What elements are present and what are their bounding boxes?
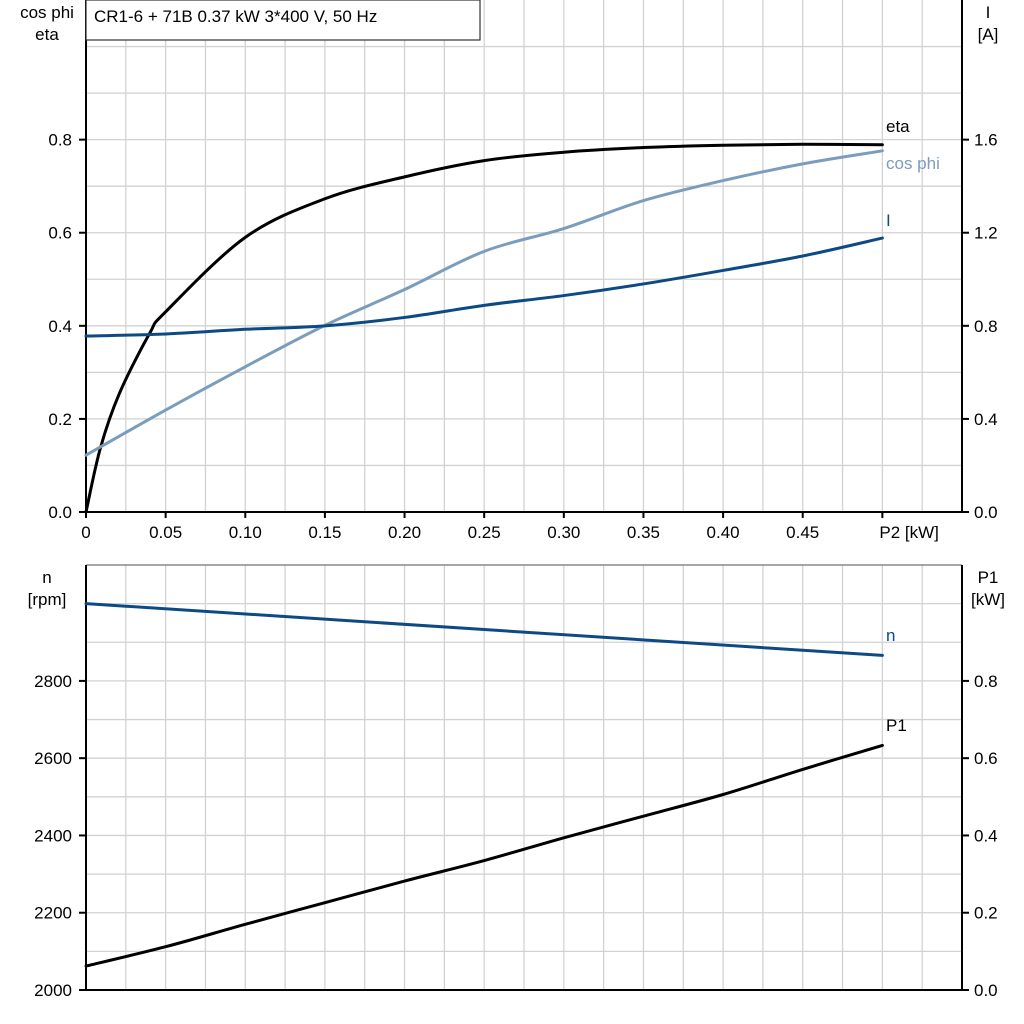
series-cos-phi-line: [84, 149, 884, 457]
left-y-tick-label: 0.6: [48, 224, 72, 243]
right-axis-title: P1: [978, 568, 999, 587]
series-i-label: I: [886, 211, 891, 230]
left-y-tick-label: 2600: [34, 749, 72, 768]
series-cos-phi-label: cos phi: [886, 154, 940, 173]
series-p1-line: [84, 743, 884, 968]
right-y-tick-label: 0.0: [974, 503, 998, 522]
right-y-tick-label: 1.2: [974, 224, 998, 243]
x-axis-label: P2 [kW]: [879, 523, 939, 542]
left-axis-title: cos phi: [20, 3, 74, 22]
left-y-tick-label: 2400: [34, 826, 72, 845]
x-tick-label: 0.20: [388, 523, 421, 542]
left-axis-title: n: [42, 568, 51, 587]
series-n-line: [84, 602, 884, 657]
x-tick-label: 0.15: [308, 523, 341, 542]
right-y-tick-label: 0.4: [974, 410, 998, 429]
left-y-tick-label: 2000: [34, 981, 72, 1000]
series-i-line: [84, 236, 884, 338]
left-y-tick-label: 2200: [34, 904, 72, 923]
right-y-tick-label: 1.6: [974, 131, 998, 150]
chart-title: CR1-6 + 71B 0.37 kW 3*400 V, 50 Hz: [94, 7, 377, 26]
x-tick-label: 0.30: [547, 523, 580, 542]
left-y-tick-label: 0.0: [48, 503, 72, 522]
right-y-tick-label: 0.0: [974, 981, 998, 1000]
right-axis-title: [A]: [978, 25, 999, 44]
right-axis-title: [kW]: [971, 590, 1005, 609]
right-y-tick-label: 0.2: [974, 904, 998, 923]
right-y-tick-label: 0.4: [974, 826, 998, 845]
right-y-tick-label: 0.8: [974, 317, 998, 336]
left-y-tick-label: 2800: [34, 672, 72, 691]
right-y-tick-label: 0.8: [974, 672, 998, 691]
right-y-tick-label: 0.6: [974, 749, 998, 768]
x-tick-label: 0.10: [229, 523, 262, 542]
x-tick-label: 0.45: [786, 523, 819, 542]
left-axis-title: [rpm]: [28, 590, 67, 609]
series-eta-line: [84, 142, 884, 514]
x-tick-label: 0: [81, 523, 90, 542]
top-panel: 0.0 0.2 0.4 0.6 0.8 0.0 0.4 0.8 1.2 1.6 0 0.05 0.10 0…: [20, 0, 998, 542]
right-axis-title: I: [986, 3, 991, 22]
x-tick-label: 0.35: [627, 523, 660, 542]
left-y-tick-label: 0.4: [48, 317, 72, 336]
series-eta-label: eta: [886, 117, 910, 136]
x-tick-label: 0.40: [707, 523, 740, 542]
title-box: CR1-6 + 71B 0.37 kW 3*400 V, 50 Hz: [85, 0, 481, 41]
bottom-panel: 2000 2200 2400 2600 2800 0.0 0.2 0.4 0.6 0.8 n [rpm…: [28, 564, 1005, 1000]
left-y-tick-label: 0.2: [48, 410, 72, 429]
x-tick-label: 0.25: [468, 523, 501, 542]
left-axis-title: eta: [35, 25, 59, 44]
series-p1-label: P1: [886, 716, 907, 735]
x-tick-label: 0.05: [149, 523, 182, 542]
left-y-tick-label: 0.8: [48, 131, 72, 150]
series-n-label: n: [886, 626, 895, 645]
